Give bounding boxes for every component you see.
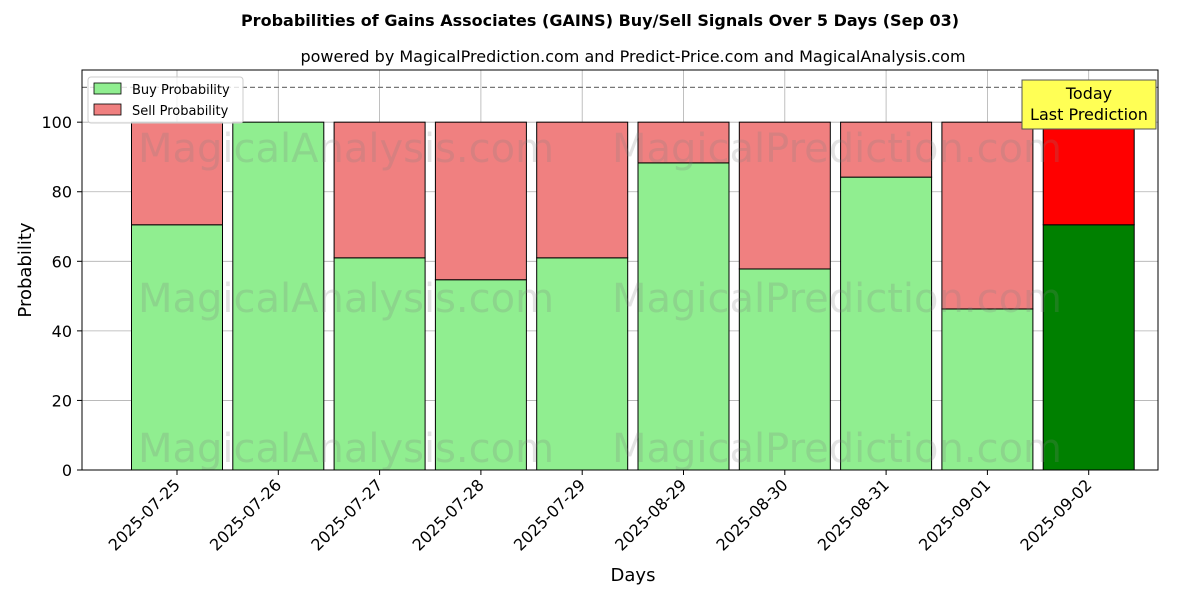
y-tick-label: 0 [62, 461, 72, 480]
watermark-text: MagicalPrediction.com [612, 126, 1062, 172]
x-tick-label: 2025-07-25 [105, 475, 184, 554]
watermark-text: MagicalPrediction.com [612, 426, 1062, 472]
y-tick-label: 20 [52, 391, 72, 410]
watermark-text: MagicalAnalysis.com [138, 276, 554, 322]
legend-swatch-buy [93, 82, 122, 95]
bars [131, 121, 1135, 471]
plot-frame [81, 69, 1159, 471]
bar-buy [131, 224, 223, 471]
legend-frame [87, 76, 244, 124]
y-tick-label: 40 [52, 322, 72, 341]
watermark-text: MagicalAnalysis.com [138, 426, 554, 472]
x-tick-label: 2025-08-30 [712, 475, 791, 554]
annotation-box [1021, 79, 1157, 130]
bar-buy [840, 176, 933, 471]
legend-swatch-sell [93, 103, 122, 116]
bar-buy [637, 162, 730, 471]
y-tick-label: 60 [52, 252, 72, 271]
bar-sell [1042, 121, 1135, 226]
bar-sell [840, 121, 933, 178]
bar-sell [738, 121, 831, 270]
annotation-line1: Today [1065, 84, 1112, 103]
bar-buy [333, 257, 426, 471]
bar-sell [434, 121, 527, 281]
watermark-text: MagicalPrediction.com [612, 276, 1062, 322]
chart-subtitle: powered by MagicalPrediction.com and Pre… [300, 47, 965, 66]
x-tick-label: 2025-07-29 [510, 475, 589, 554]
legend-label-sell: Sell Probability [132, 104, 229, 119]
today-annotation: Today Last Prediction [1021, 79, 1157, 130]
bar-sell [131, 121, 223, 226]
chart-title: Probabilities of Gains Associates (GAINS… [241, 11, 959, 30]
x-tick-label: 2025-09-02 [1016, 475, 1095, 554]
x-axis-label: Days [611, 565, 656, 586]
bar-sell [536, 121, 629, 259]
bar-buy [434, 279, 527, 471]
bar-sell [637, 121, 730, 164]
y-axis-label: Probability [15, 222, 36, 317]
watermark-text: MagicalAnalysis.com [138, 126, 554, 172]
bar-buy [738, 268, 831, 471]
x-tick-label: 2025-09-01 [915, 475, 994, 554]
bar-sell [333, 121, 426, 259]
y-tick-label: 100 [41, 113, 72, 132]
x-tick-label: 2025-08-29 [611, 475, 690, 554]
y-axis: 0 20 40 60 80 100 [41, 113, 82, 480]
y-tick-label: 80 [52, 183, 72, 202]
bar-sell [941, 121, 1034, 310]
x-axis: 2025-07-25 2025-07-26 2025-07-27 2025-07-28… [105, 470, 1096, 555]
watermarks: MagicalAnalysis.com MagicalPrediction.com… [138, 126, 1062, 472]
bar-buy [1042, 224, 1135, 471]
x-tick-label: 2025-07-28 [409, 475, 488, 554]
x-tick-label: 2025-07-27 [307, 475, 386, 554]
x-tick-label: 2025-08-31 [814, 475, 893, 554]
legend: Buy Probability Sell Probability [87, 76, 244, 124]
annotation-line2: Last Prediction [1030, 105, 1148, 124]
legend-label-buy: Buy Probability [132, 83, 230, 98]
bar-buy [941, 308, 1034, 471]
x-tick-label: 2025-07-26 [206, 475, 285, 554]
